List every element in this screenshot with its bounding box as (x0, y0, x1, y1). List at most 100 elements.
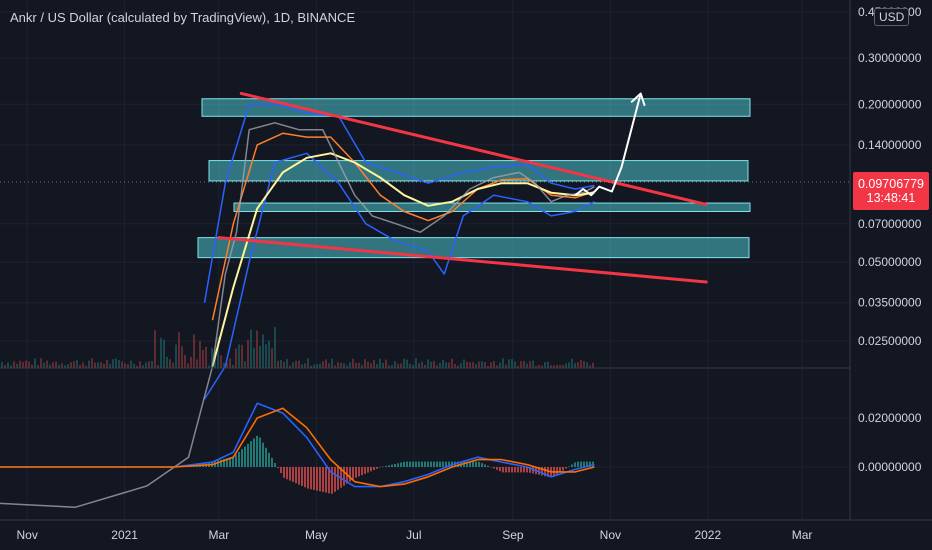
volume-bar (100, 362, 102, 368)
volume-bar (124, 363, 126, 368)
volume-bar (142, 365, 144, 368)
macd-histogram-bar (511, 467, 513, 473)
zone-rect[interactable] (201, 98, 751, 117)
trendline[interactable] (217, 236, 708, 284)
macd-histogram-bar (478, 461, 480, 467)
volume-bar (523, 360, 525, 368)
macd-histogram-bar (547, 467, 549, 477)
trendline[interactable] (239, 91, 708, 206)
macd-histogram-bar (475, 461, 477, 467)
volume-bar (325, 359, 327, 368)
volume-bar (289, 365, 291, 368)
volume-bar (22, 362, 24, 368)
macd-histogram-bar (280, 467, 282, 474)
volume-bar (517, 365, 519, 368)
macd-histogram-bar (316, 467, 318, 491)
projection-path[interactable] (574, 93, 642, 197)
macd-histogram-bar (442, 461, 444, 467)
volume-bar (541, 365, 543, 368)
volume-bar (364, 359, 366, 368)
macd-histogram-bar (580, 461, 582, 467)
volume-bar (424, 365, 426, 368)
macd-histogram-bar (328, 467, 330, 494)
volume-bar (508, 359, 510, 368)
volume-bar (286, 358, 288, 368)
macd-histogram-bar (472, 461, 474, 467)
volume-bar (166, 356, 168, 368)
volume-bar (379, 358, 381, 368)
macd-histogram-bar (370, 467, 372, 472)
price-line (0, 122, 595, 509)
macd-histogram-bar (559, 467, 561, 473)
volume-bar (592, 362, 594, 368)
macd-histogram-bar (457, 461, 459, 467)
volume-bar (406, 359, 408, 368)
macd-histogram-bar (334, 467, 336, 492)
macd-histogram-bar (310, 467, 312, 490)
volume-bar (34, 358, 36, 368)
bollinger-bands (203, 103, 595, 400)
macd-histogram-bar (406, 461, 408, 467)
volume-bar (217, 337, 219, 368)
currency-badge[interactable]: USD (874, 8, 910, 26)
volume-bar (94, 362, 96, 368)
volume-bar (514, 361, 516, 368)
volume-bar (4, 365, 6, 368)
volume-bar (70, 362, 72, 368)
volume-bar (259, 346, 261, 368)
macd-histogram-bar (307, 467, 309, 489)
volume-bar (502, 358, 504, 368)
macd-histogram-bar (415, 461, 417, 467)
time-tick-label: Mar (792, 528, 813, 542)
macd-histogram-bar (265, 447, 267, 467)
volume-bar (91, 358, 93, 368)
volume-bar (346, 365, 348, 368)
volume-bar (577, 362, 579, 368)
volume-bar (172, 362, 174, 368)
macd-histogram-bar (382, 466, 384, 468)
macd-histogram-bar (412, 461, 414, 467)
macd-histogram-bar (403, 461, 405, 467)
projection-arrowhead[interactable] (630, 92, 646, 107)
volume-bar (313, 364, 315, 368)
macd-histogram-bar (484, 464, 486, 467)
time-tick-label: Mar (209, 528, 230, 542)
volume-bar (169, 359, 171, 368)
volume-bar (568, 362, 570, 368)
macd-histogram-bar (397, 463, 399, 467)
volume-bar (589, 365, 591, 368)
ma-yellow-line (211, 152, 595, 367)
volume-bar (451, 358, 453, 368)
macd-histogram-bar (517, 467, 519, 473)
macd-histogram-bar (490, 467, 492, 468)
support-resistance-zones[interactable] (197, 98, 751, 259)
macd-histogram-bar (355, 467, 357, 478)
trendlines[interactable] (217, 91, 708, 284)
chart-title: Ankr / US Dollar (calculated by TradingV… (10, 10, 356, 25)
macd-histogram-bar (376, 467, 378, 469)
macd-histogram (1, 435, 594, 494)
macd-histogram-bar (319, 467, 321, 492)
volume-bar (202, 349, 204, 368)
volume-bar (31, 364, 33, 368)
volume-bar (391, 364, 393, 368)
volume-bar (151, 360, 153, 368)
volume-bar (97, 362, 99, 368)
volume-bar (403, 358, 405, 368)
time-axis[interactable]: Nov 2021 Mar May Jul Sep Nov 2022 Mar (16, 528, 812, 542)
volume-bar (82, 362, 84, 368)
zone-rect[interactable] (233, 202, 751, 212)
volume-bar (184, 354, 186, 368)
zone-rect[interactable] (208, 160, 749, 182)
volume-bar (85, 365, 87, 368)
volume-bar (526, 363, 528, 368)
volume-bar (19, 360, 21, 368)
macd-histogram-bar (418, 461, 420, 467)
macd-axis[interactable]: 0.00000000 0.02000000 (858, 411, 922, 474)
zone-rect[interactable] (197, 237, 750, 259)
volume-bar (157, 365, 159, 368)
macd-histogram-bar (541, 467, 543, 476)
projection-arrow[interactable] (574, 92, 646, 197)
macd-histogram-bar (436, 461, 438, 467)
